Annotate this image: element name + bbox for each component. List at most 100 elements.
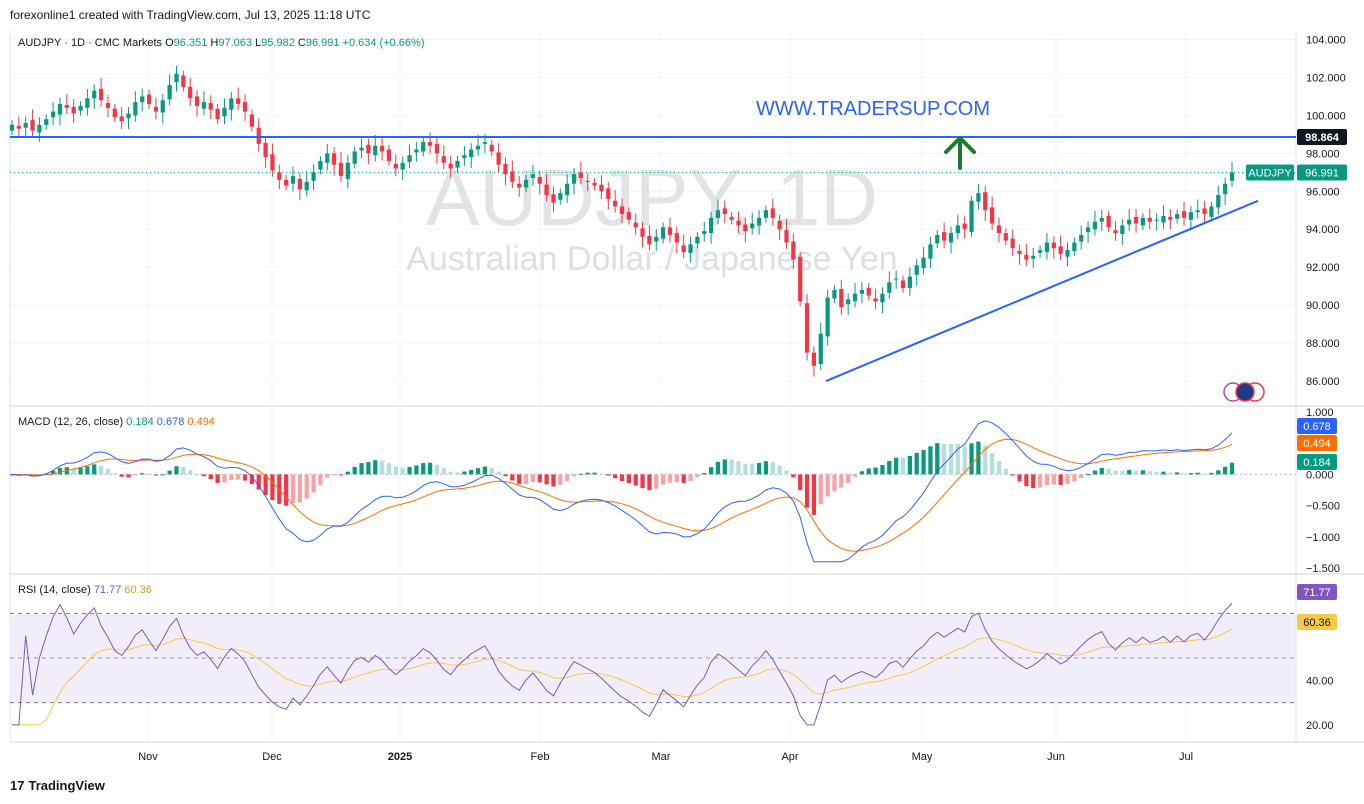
candle: [1058, 246, 1063, 254]
candle: [284, 179, 289, 186]
macd-histogram-bar: [1031, 474, 1036, 489]
header-text: forexonline1 created with TradingView.co…: [10, 8, 371, 22]
candle: [1133, 216, 1139, 224]
macd-histogram-bar: [1051, 474, 1056, 485]
rsi-title: RSI (14, close): [18, 584, 91, 596]
macd-histogram-bar: [503, 474, 508, 477]
candle: [126, 113, 131, 119]
candle: [1037, 250, 1043, 253]
macd-histogram-bar: [373, 460, 378, 475]
candle: [92, 90, 97, 99]
macd-histogram-bar: [1229, 462, 1235, 475]
time-tick-label: Nov: [138, 751, 158, 763]
legend-h-value: 97.063: [218, 37, 252, 49]
candle: [839, 289, 844, 308]
macd-histogram-bar: [133, 474, 138, 476]
candle: [1024, 254, 1029, 260]
candle: [626, 212, 631, 220]
candle: [942, 232, 947, 241]
macd-histogram-bar: [325, 474, 330, 478]
candle: [976, 193, 981, 202]
candle: [455, 160, 460, 168]
legend-o-value: 96.351: [174, 37, 208, 49]
macd-histogram-bar: [1133, 470, 1139, 475]
macd-histogram-bar: [50, 470, 56, 475]
candle: [1051, 242, 1056, 249]
candle: [352, 151, 357, 164]
candle: [304, 181, 309, 191]
candle: [78, 105, 83, 111]
candle: [647, 235, 652, 245]
candle: [935, 234, 940, 244]
tradingview-logo-icon: 17: [10, 778, 25, 793]
candle: [188, 86, 193, 99]
macd-histogram-bar: [92, 464, 97, 475]
candle: [530, 174, 536, 178]
macd-histogram-bar: [304, 474, 309, 499]
candle: [434, 143, 440, 154]
macd-histogram-bar: [1127, 470, 1132, 475]
macd-tick-label: 1.000: [1306, 407, 1334, 419]
macd-histogram-bar: [729, 459, 734, 475]
macd-badge-label: 0.678: [1303, 421, 1331, 433]
macd-histogram-bar: [592, 472, 597, 475]
macd-histogram-bar: [489, 467, 494, 475]
candle: [592, 182, 597, 186]
candle: [750, 223, 755, 229]
candle: [201, 102, 207, 109]
candle: [229, 98, 234, 110]
macd-histogram-bar: [167, 470, 172, 475]
candle: [571, 174, 577, 184]
candle: [338, 162, 344, 177]
macd-histogram-bar: [1154, 471, 1159, 475]
candle: [688, 244, 693, 253]
candle: [386, 149, 392, 161]
candle: [510, 171, 515, 182]
candle: [1229, 172, 1235, 181]
macd-histogram-bar: [1216, 470, 1221, 475]
candle: [153, 106, 159, 112]
macd-value-badge: [1297, 435, 1337, 451]
macd-histogram-bar: [928, 446, 933, 475]
candle: [948, 233, 954, 243]
candle: [482, 141, 488, 144]
macd-tick-label: 0.000: [1306, 469, 1334, 481]
macd-histogram-bar: [695, 474, 700, 478]
rsi-value-badge: [1297, 614, 1337, 630]
symbol-badge-label: AUDJPY: [1248, 167, 1292, 179]
candle: [887, 282, 892, 293]
candle: [1120, 225, 1125, 234]
macd-histogram-bar: [894, 457, 899, 475]
candle: [565, 183, 570, 196]
candle: [359, 147, 364, 151]
macd-histogram-bar: [1223, 466, 1228, 475]
macd-histogram-bar: [188, 470, 193, 475]
resistance-price-label: 98.864: [1305, 132, 1340, 144]
legend-h-label: H: [207, 37, 218, 49]
macd-histogram-bar: [743, 463, 748, 475]
candle: [462, 155, 467, 159]
price-tick-label: 90.000: [1306, 300, 1340, 312]
macd-histogram-bar: [1065, 474, 1070, 484]
macd-histogram-bar: [544, 474, 549, 485]
macd-histogram-bar: [1072, 474, 1077, 482]
macd-histogram-bar: [688, 474, 693, 481]
rsi-legend: RSI (14, close) 71.77 60.36: [18, 584, 152, 596]
macd-histogram-bar: [613, 474, 618, 479]
candle: [983, 192, 988, 211]
macd-histogram-bar: [948, 443, 954, 475]
macd-histogram-bar: [222, 474, 227, 483]
candle: [30, 120, 35, 131]
macd-histogram-bar: [475, 468, 481, 475]
macd-histogram-bar: [201, 474, 207, 477]
candle: [880, 293, 885, 303]
macd-histogram-bar: [379, 460, 385, 475]
macd-histogram-bar: [866, 468, 871, 475]
macd-histogram-bar: [715, 461, 721, 475]
macd-histogram-bar: [551, 474, 556, 487]
macd-tick-label: −0.500: [1306, 501, 1340, 513]
macd-histogram-bar: [1209, 472, 1214, 475]
macd-line: [11, 420, 1233, 563]
macd-histogram-bar: [1147, 471, 1152, 475]
